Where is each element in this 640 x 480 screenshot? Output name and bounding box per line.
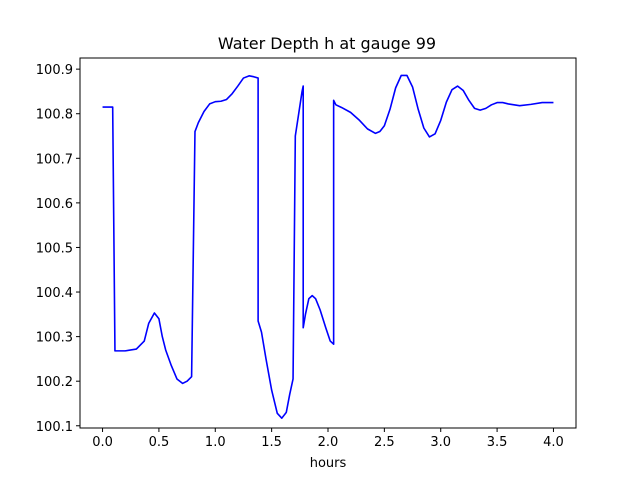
x-tick-label: 3.5 (487, 435, 508, 450)
y-tick-label: 100.4 (36, 286, 73, 301)
y-tick-label: 100.6 (36, 197, 73, 212)
plot-area (80, 58, 576, 428)
y-axis: 100.1 100.2 100.3 100.4 100.5 100.6 100.7 100.8… (36, 63, 80, 435)
plot-frame (79, 57, 577, 429)
y-tick-label: 100.5 (36, 241, 73, 256)
x-tick-label: 4.0 (543, 435, 564, 450)
y-tick-label: 100.1 (36, 420, 73, 435)
x-tick-label: 0.5 (149, 435, 170, 450)
y-tick-label: 100.7 (36, 152, 73, 167)
x-tick-label: 1.5 (261, 435, 282, 450)
series-line (102, 74, 554, 419)
x-axis-label: hours (310, 456, 347, 471)
y-tick-label: 100.3 (36, 331, 73, 346)
x-tick-label: 2.5 (374, 435, 395, 450)
x-tick-label: 2.0 (318, 435, 339, 450)
x-tick-label: 0.0 (92, 435, 113, 450)
x-tick-label: 1.0 (205, 435, 226, 450)
chart-title: Water Depth h at gauge 99 (218, 34, 436, 53)
x-axis: 0.0 0.5 1.0 1.5 2.0 2.5 3.0 3.5 4.0 (92, 428, 564, 450)
x-tick-label: 3.0 (430, 435, 451, 450)
y-tick-label: 100.9 (36, 63, 73, 78)
y-tick-label: 100.8 (36, 108, 73, 123)
y-tick-label: 100.2 (36, 375, 73, 390)
